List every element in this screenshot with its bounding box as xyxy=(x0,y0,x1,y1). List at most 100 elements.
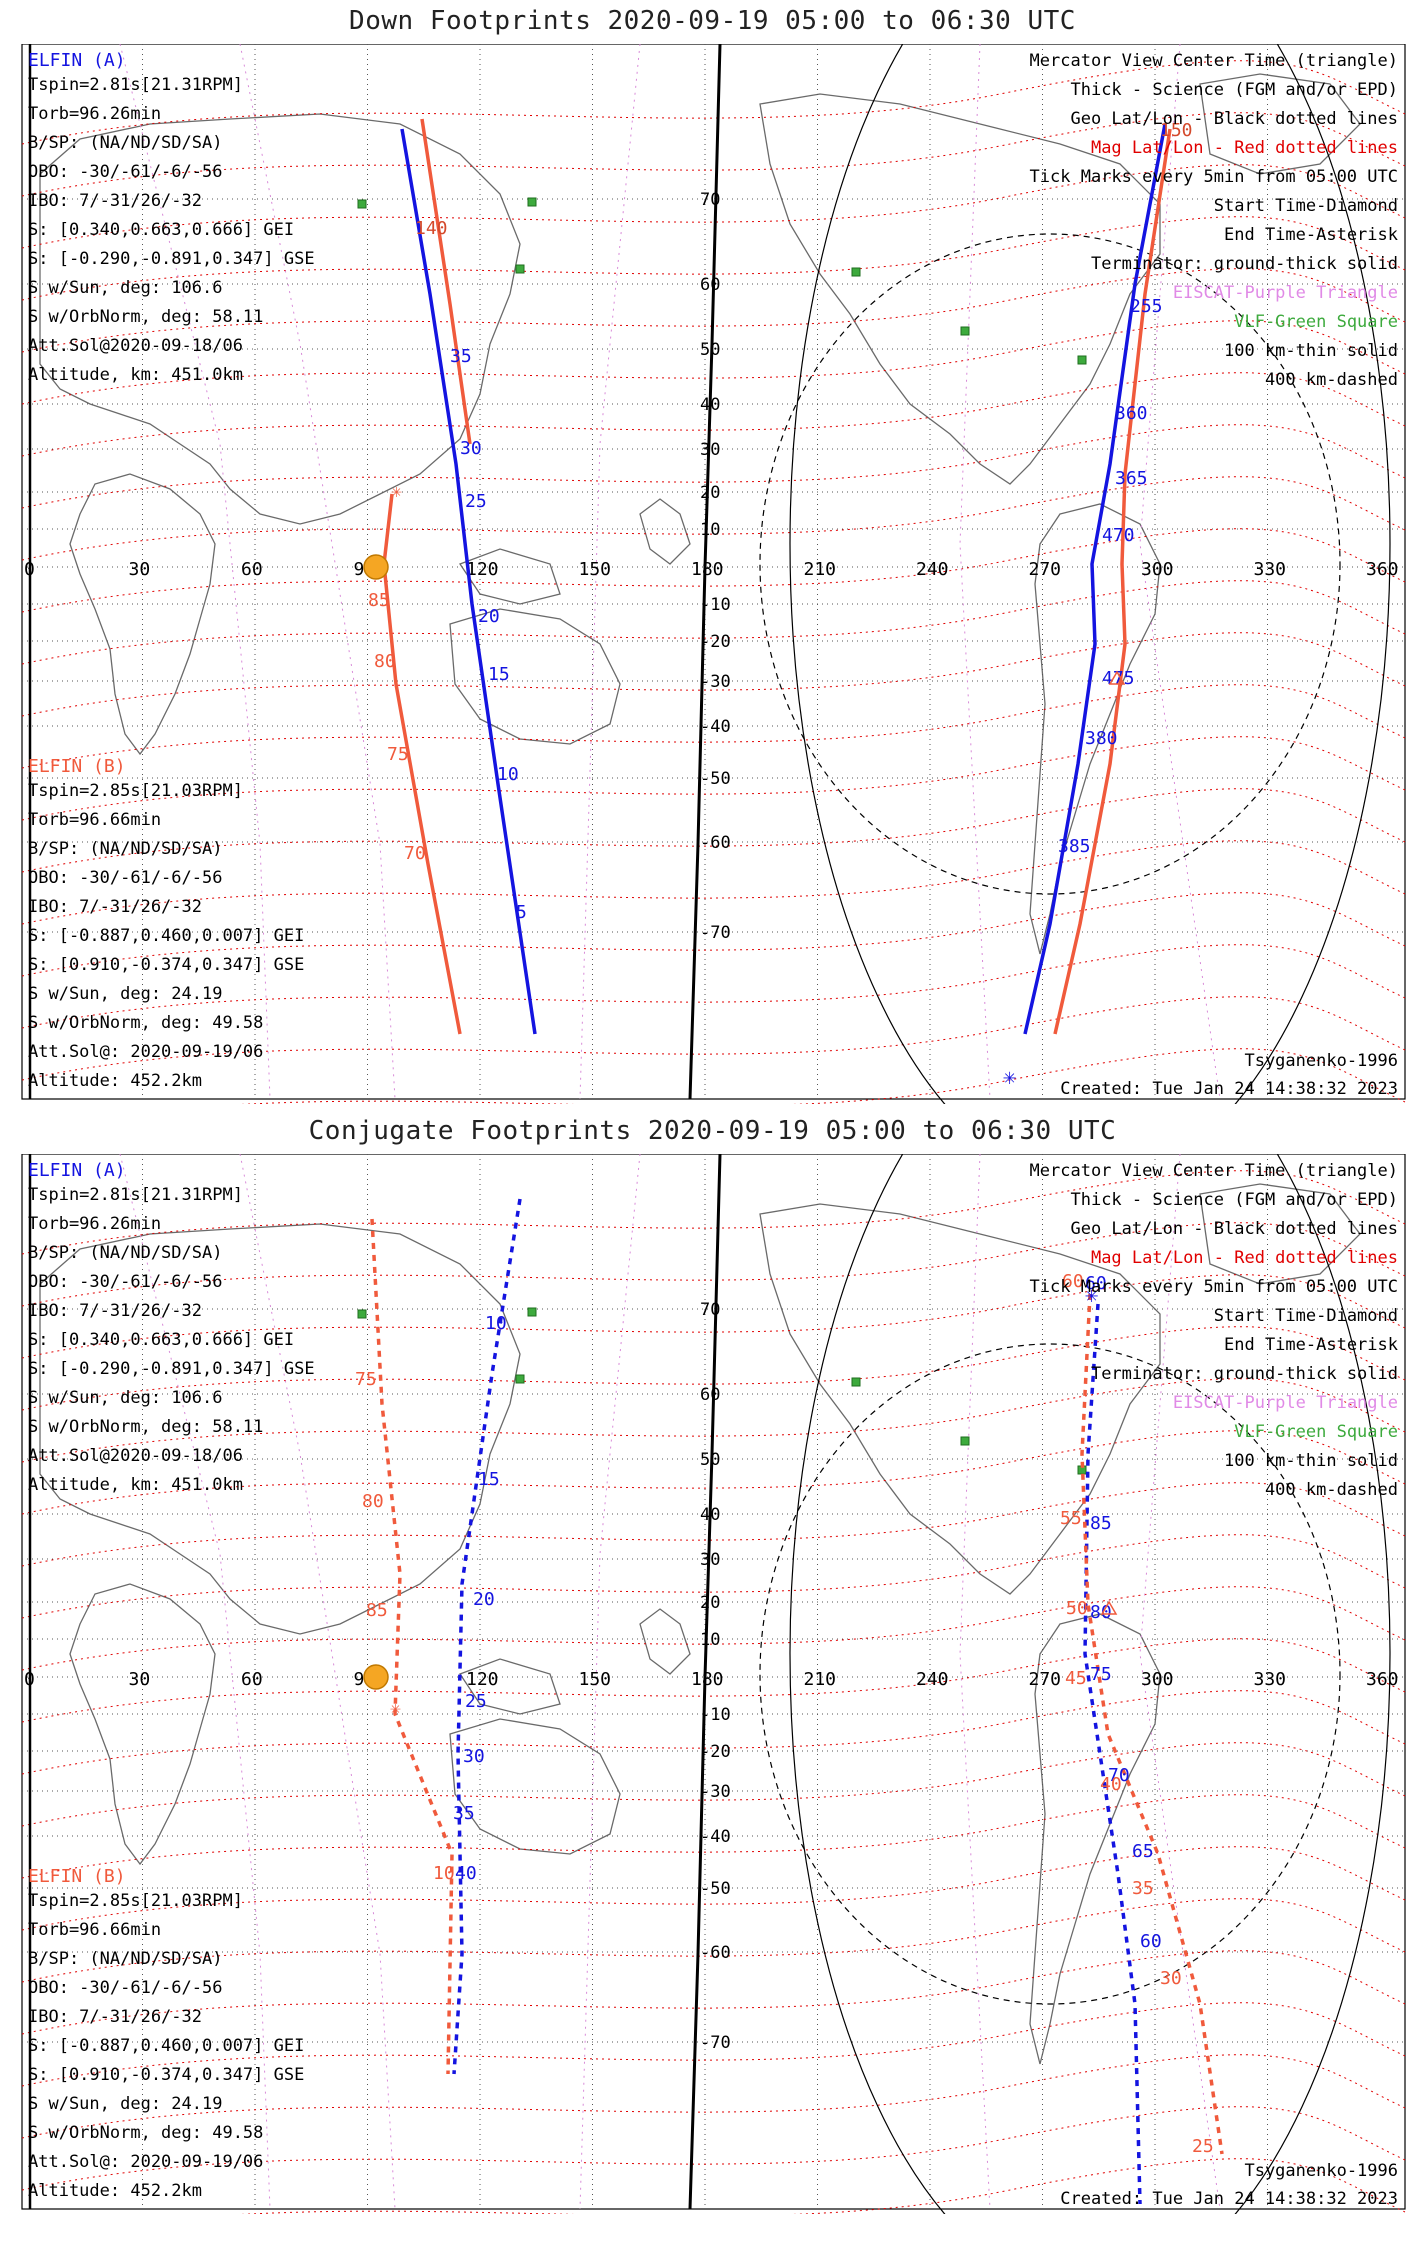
legend-entry: Mag Lat/Lon - Red dotted lines xyxy=(1091,1248,1398,1268)
elfin-b-info-line: IBO: 7/-31/26/-32 xyxy=(28,2007,202,2027)
lat-tick-label: 50 xyxy=(700,1450,720,1470)
panel-1-title: Down Footprints 2020-09-19 05:00 to 06:3… xyxy=(349,6,1076,36)
vlf-station-square xyxy=(851,267,861,277)
mag-meridian xyxy=(1139,44,1221,1100)
elfin-a-conjugate-west xyxy=(452,1198,522,2075)
end-time-asterisk: ✳ xyxy=(1003,1065,1016,1090)
lon-tick-label: 330 xyxy=(1254,559,1287,580)
lat-tick-label: 40 xyxy=(700,395,720,415)
map-layer xyxy=(21,44,1406,1104)
legend-entry: Tick Marks every 5min from 05:00 UTC xyxy=(1030,1277,1398,1297)
mag-parallel xyxy=(21,164,1406,249)
mag-parallel xyxy=(21,60,1406,145)
lat-tick-label: 20 xyxy=(700,1593,720,1613)
elfin-a-tick-label: 15 xyxy=(488,664,510,685)
lat-tick-label: 70 xyxy=(700,1300,720,1320)
elfin-a-info: ELFIN (A) Tspin=2.81s[21.31RPM] Torb=96.26… xyxy=(28,50,315,385)
elfin-a-info-line: S: [0.340,0.663,0.666] GEI xyxy=(28,1330,294,1350)
coastline-4 xyxy=(1029,1613,1161,2065)
legend-entry: Mercator View Center Time (triangle) xyxy=(1030,51,1398,71)
elfin-a-name: ELFIN (A) xyxy=(28,1160,126,1181)
elfin-a-tick-label: 70 xyxy=(1108,1765,1130,1786)
legend-entry: Mag Lat/Lon - Red dotted lines xyxy=(1091,138,1398,158)
legend-entry: 100 km-thin solid xyxy=(1224,1451,1398,1471)
vlf-station-square xyxy=(515,264,525,274)
legend-entry: Thick - Science (FGM and/or EPD) xyxy=(1070,1190,1398,1210)
elfin-b-tick-label: 60 xyxy=(1062,1271,1084,1292)
lat-tick-label: -20 xyxy=(700,632,731,652)
vlf-station-square xyxy=(515,1374,525,1384)
lat-tick-label: -70 xyxy=(700,2033,731,2053)
legend-entry: Geo Lat/Lon - Black dotted lines xyxy=(1070,109,1398,129)
lon-tick-label: 0 xyxy=(24,559,35,580)
coastline-5 xyxy=(1199,1183,1361,1285)
legend-entry: Tick Marks every 5min from 05:00 UTC xyxy=(1030,167,1398,187)
elfin-a-tick-label: 5 xyxy=(516,902,527,923)
legend-entry: End Time-Asterisk xyxy=(1224,1335,1398,1355)
end-time-asterisk: ✳ xyxy=(1085,1283,1098,1308)
elfin-a-info-line: S: [-0.290,-0.891,0.347] GSE xyxy=(28,1359,315,1379)
mag-parallel xyxy=(21,1950,1406,2035)
lat-tick-label: -70 xyxy=(700,923,731,943)
lon-tick-label: 210 xyxy=(804,559,837,580)
lon-tick-label: 240 xyxy=(916,1669,949,1690)
elfin-a-tick-label: 10 xyxy=(485,1313,507,1334)
end-time-asterisk-b: ✳ xyxy=(391,481,402,502)
elfin-a-tick-label: 40 xyxy=(455,1863,477,1884)
elfin-a-info-line: Tspin=2.81s[21.31RPM] xyxy=(28,75,243,95)
mag-parallel xyxy=(21,996,1406,1081)
legend-entry: Start Time-Diamond xyxy=(1214,196,1398,216)
mag-parallel xyxy=(21,1794,1406,1879)
elfin-b-tick-label: 75 xyxy=(387,744,409,765)
elfin-b-info-line: IBO: 7/-31/26/-32 xyxy=(28,897,202,917)
elfin-a-info-line: Altitude, km: 451.0km xyxy=(28,365,243,385)
mag-parallel xyxy=(21,1690,1406,1775)
lon-tick-label: 360 xyxy=(1366,559,1399,580)
elfin-a-info-line: S w/Sun, deg: 106.6 xyxy=(28,278,222,298)
coastline-1 xyxy=(39,1223,521,1635)
lat-tick-label: -60 xyxy=(700,833,731,853)
mag-parallel xyxy=(21,528,1406,613)
mag-parallel xyxy=(21,1638,1406,1723)
panel-2-title: Conjugate Footprints 2020-09-19 05:00 to… xyxy=(308,1116,1117,1146)
mag-parallel xyxy=(21,2002,1406,2087)
elfin-b-tick-label: 40 xyxy=(1100,1774,1122,1795)
lat-tick-label: -20 xyxy=(700,1742,731,1762)
elfin-a-tick-label: 470 xyxy=(1102,525,1135,546)
lon-tick-label: 180 xyxy=(691,1669,724,1690)
elfin-b-tick-label: 85 xyxy=(368,590,390,611)
mag-parallel xyxy=(21,1742,1406,1827)
lat-tick-label: 50 xyxy=(700,340,720,360)
mag-parallel xyxy=(21,788,1406,873)
end-time-asterisk-b: ✳ xyxy=(390,1698,401,1719)
map-frame xyxy=(21,1154,1406,2210)
elfin-a-info-line: Att.Sol@2020-09-18/06 xyxy=(28,1446,243,1466)
vlf-station-square xyxy=(960,1436,970,1446)
mag-parallel xyxy=(21,632,1406,717)
elfin-a-info-line: Torb=96.26min xyxy=(28,104,161,124)
elfin-a-tick-label: 475 xyxy=(1102,668,1135,689)
elfin-a-info-line: B/SP: (NA/ND/SD/SA) xyxy=(28,1243,222,1263)
elfin-b-conjugate-east xyxy=(1080,1293,1224,2155)
lon-tick-label: 360 xyxy=(1366,1669,1399,1690)
elfin-a-info-line: S w/OrbNorm, deg: 58.11 xyxy=(28,1417,263,1437)
terminator-line xyxy=(688,44,722,1100)
elfin-a-tick-label: 140 xyxy=(415,218,448,239)
elfin-a-info-line: Altitude, km: 451.0km xyxy=(28,1475,243,1495)
mag-parallel xyxy=(21,216,1406,301)
elfin-a-footprint-east xyxy=(1023,123,1167,1035)
model-label: Tsyganenko-1996 xyxy=(1244,1051,1398,1071)
terminator-line xyxy=(688,1154,722,2210)
elfin-b-info-line: S w/Sun, deg: 24.19 xyxy=(28,2094,222,2114)
lat-tick-label: -50 xyxy=(700,1879,731,1899)
vlf-station-square xyxy=(960,326,970,336)
elfin-a-tick-label: 60 xyxy=(1140,1931,1162,1952)
elfin-b-tick-label: 45 xyxy=(1065,1668,1087,1689)
mag-parallel xyxy=(21,1846,1406,1931)
mag-parallel xyxy=(21,268,1406,353)
elfin-a-tick-label: 75 xyxy=(1090,1664,1112,1685)
view-center-triangle xyxy=(1108,670,1126,685)
lat-tick-label: 60 xyxy=(700,275,720,295)
elfin-a-tick-label: 60 xyxy=(1085,1273,1107,1294)
map-layer xyxy=(21,1154,1406,2214)
